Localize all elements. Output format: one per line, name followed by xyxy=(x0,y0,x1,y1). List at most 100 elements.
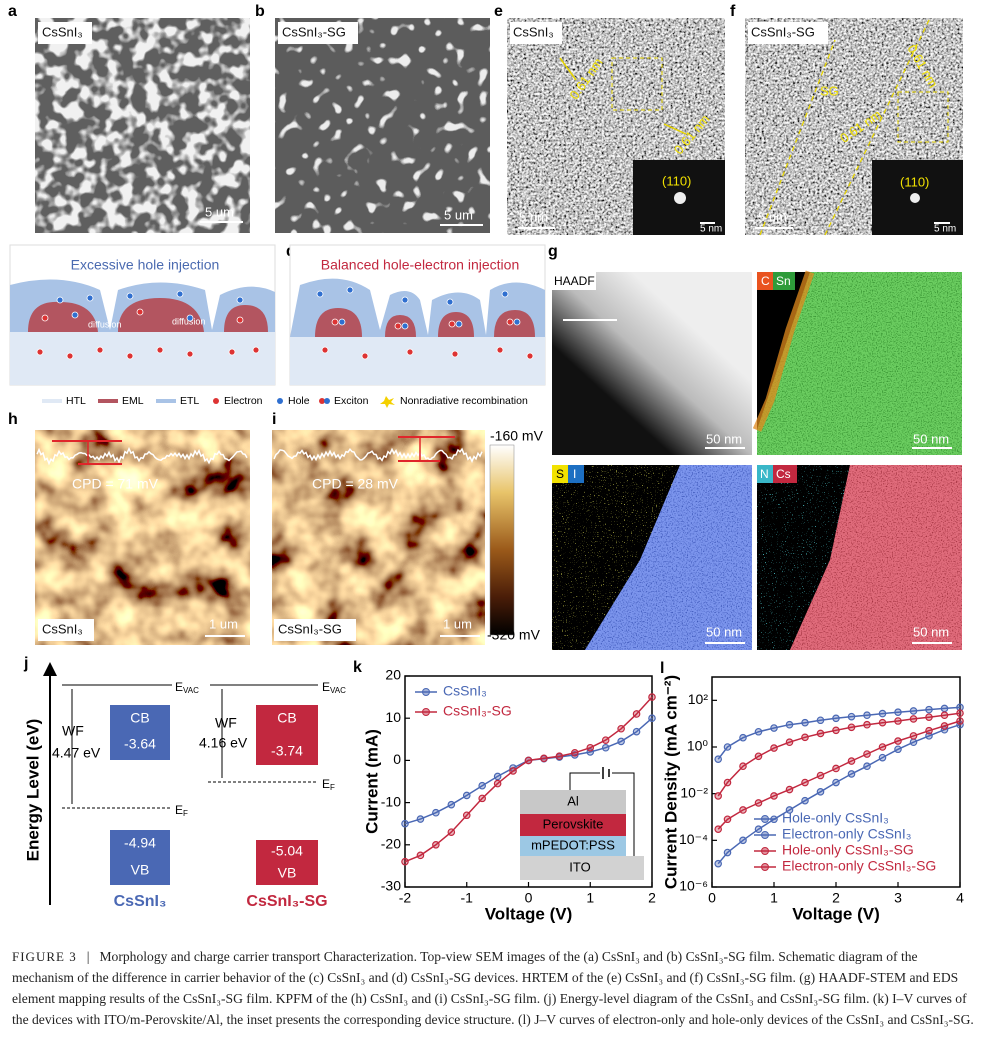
boundary xyxy=(759,39,836,236)
x-tick-label: 4 xyxy=(956,890,964,906)
panel-letter: l xyxy=(660,660,664,677)
legend-label: Hole-only CsSnI₃ xyxy=(782,810,889,826)
carrier xyxy=(331,318,339,326)
data-point xyxy=(940,704,949,713)
data-point xyxy=(540,754,548,763)
label-box xyxy=(510,22,562,44)
y-tick-label: 10 xyxy=(385,709,401,725)
carrier xyxy=(346,286,354,294)
data-point xyxy=(785,720,794,729)
wf-label: WF xyxy=(215,715,237,731)
level-label-sub: F xyxy=(183,809,188,818)
data-point xyxy=(478,781,486,790)
legend-label: Exciton xyxy=(334,395,369,407)
note: diffusion xyxy=(172,316,205,326)
carrier xyxy=(501,290,509,298)
data-point xyxy=(770,792,778,800)
series-line xyxy=(717,720,961,830)
x-tick-label: 2 xyxy=(648,890,656,906)
axis-arrow xyxy=(43,662,57,676)
eds-edge xyxy=(752,270,815,432)
scale-label: 50 nm xyxy=(913,431,949,446)
data-point xyxy=(878,718,887,727)
cpd-profile xyxy=(273,447,483,464)
x-tick-label: -2 xyxy=(399,890,412,906)
level-label-sub: VAC xyxy=(330,686,346,695)
vb-box xyxy=(256,840,318,885)
data-point xyxy=(785,806,794,814)
panel-letter: k xyxy=(353,659,362,676)
map-label: Cs xyxy=(776,467,791,481)
data-point xyxy=(925,726,933,735)
data-point xyxy=(801,718,809,727)
legend-label: EML xyxy=(122,395,144,407)
figure: a CsSnI₃ 5 um b CsSnI₃-SG 5 um e CsSnI₃ … xyxy=(8,3,964,923)
carrier xyxy=(228,348,236,356)
label-box xyxy=(757,465,773,483)
data-point xyxy=(925,705,933,714)
data-point xyxy=(816,771,825,780)
panel-letter: b xyxy=(255,3,265,20)
wire xyxy=(569,772,600,790)
data-point xyxy=(509,767,517,775)
x-tick-label: 3 xyxy=(894,890,902,906)
carrier xyxy=(401,296,409,304)
carrier xyxy=(156,346,164,354)
scale-label: 5 um xyxy=(205,204,234,219)
label-box xyxy=(552,465,568,483)
label-box xyxy=(773,272,795,290)
data-point xyxy=(447,800,456,809)
colorbar-max: -160 mV xyxy=(490,428,544,444)
carrier xyxy=(236,316,244,324)
wf-value: 4.16 eV xyxy=(199,735,248,751)
data-point xyxy=(754,799,763,807)
data-point xyxy=(801,796,809,805)
data-point xyxy=(493,779,502,788)
kpfm-image xyxy=(272,430,485,645)
level-label-main: E xyxy=(322,777,330,791)
legend-swatch xyxy=(156,399,176,403)
y-axis-title: Current (mA) xyxy=(362,729,381,834)
data-point xyxy=(714,755,723,764)
carrier xyxy=(361,352,369,360)
data-point xyxy=(816,729,825,738)
data-point xyxy=(632,727,641,736)
carrier xyxy=(526,352,534,360)
legend-label: Electron-only CsSnI₃-SG xyxy=(782,858,936,874)
data-point xyxy=(601,743,610,752)
data-point xyxy=(909,707,918,715)
legend-label: Electron xyxy=(224,395,263,407)
y-tick-label: 0 xyxy=(393,751,401,767)
level-label-main: E xyxy=(175,803,183,817)
eml-layer xyxy=(28,298,268,332)
sample-label: CsSnI₃-SG xyxy=(751,24,815,39)
scale-label: 5 nm xyxy=(519,209,548,224)
sample-name: CsSnI₃ xyxy=(114,893,167,910)
spacing-marker xyxy=(559,57,577,81)
legend-label: CsSnI₃ xyxy=(443,683,487,699)
data-point xyxy=(894,717,902,725)
data-point xyxy=(940,711,949,720)
y-tick-label: 10⁻⁶ xyxy=(679,878,708,894)
data-point xyxy=(894,708,902,717)
data-point xyxy=(909,715,918,723)
band-label: VB xyxy=(131,862,150,878)
data-point xyxy=(462,791,471,800)
spacing-marker xyxy=(663,123,687,135)
series-line xyxy=(717,706,961,760)
note: diffusion xyxy=(88,319,121,329)
level-label: EVAC xyxy=(322,680,346,695)
sample-label: CsSnI₃-SG xyxy=(282,24,346,39)
data-point xyxy=(863,750,871,758)
data-point xyxy=(816,716,825,725)
data-point xyxy=(816,788,825,796)
scale-label: 5 nm xyxy=(758,209,787,224)
roi-box xyxy=(611,57,663,111)
carrier xyxy=(126,292,134,300)
data-point xyxy=(739,806,747,814)
map-label: Sn xyxy=(776,274,791,288)
data-point xyxy=(940,722,949,730)
data-point xyxy=(863,711,871,720)
haadf-image xyxy=(552,272,752,455)
